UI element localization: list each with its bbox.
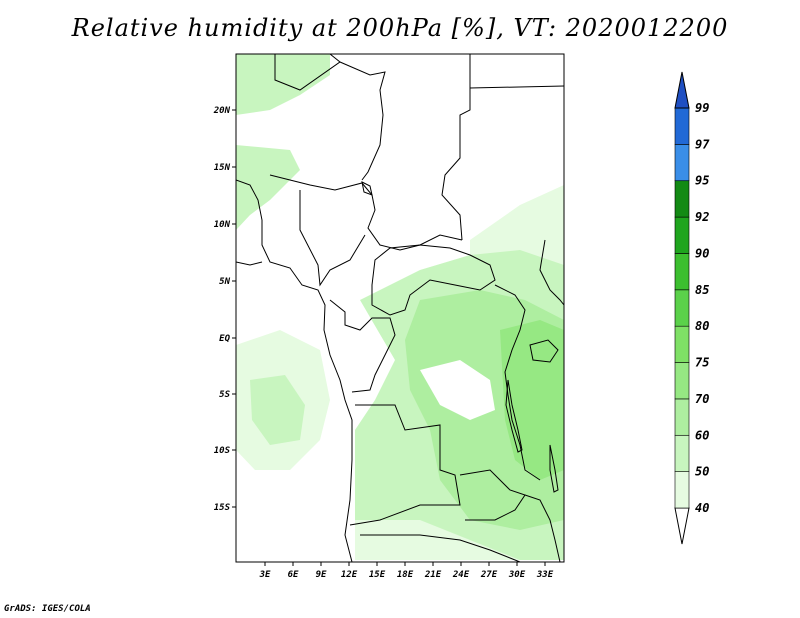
colorbar-box	[674, 325, 690, 363]
colorbar-upper-extension	[674, 71, 690, 109]
lat-tick-eq: EQ	[219, 334, 230, 344]
colorbar-label: 40	[695, 501, 709, 515]
humidity-patch-southwest-ocean-mid	[250, 375, 305, 445]
border-drc-east	[494, 284, 541, 481]
colorbar-label: 80	[695, 319, 709, 333]
lat-tick-15n: 15N	[214, 163, 231, 173]
lon-tick-6e: 6E	[288, 570, 299, 580]
lon-tick-24e: 24E	[452, 570, 470, 580]
lat-tick-5n: 5N	[219, 277, 230, 287]
chart-title: Relative humidity at 200hPa [%], VT: 202…	[71, 14, 729, 42]
lake-chad	[361, 181, 373, 196]
colorbar-label: 70	[695, 392, 709, 406]
colorbar-label: 92	[695, 210, 709, 224]
colorbar-box	[674, 434, 690, 472]
lat-tick-15s: 15S	[214, 503, 231, 513]
lon-tick-21e: 21E	[424, 570, 442, 580]
coastline-west-africa	[236, 179, 353, 562]
humidity-patch-nw	[236, 54, 330, 115]
border-east	[539, 239, 564, 306]
colorbar-label: 97	[695, 137, 710, 151]
map-frame	[235, 53, 565, 563]
colorbar-box	[674, 107, 690, 145]
border-north-2	[329, 54, 341, 63]
lon-tick-27e: 27E	[480, 570, 498, 580]
longitude-axis: 3E 6E 9E 12E 15E 18E 21E 24E 27E 30E 33E	[259, 562, 554, 580]
colorbar-box	[674, 144, 690, 182]
lon-tick-3e: 3E	[259, 570, 271, 580]
colorbar-label: 99	[695, 101, 709, 115]
footer-credit: GrADS: IGES/COLA	[4, 604, 91, 614]
coastline-gulf-guinea	[236, 261, 263, 266]
lon-tick-15e: 15E	[369, 570, 386, 580]
colorbar-box	[674, 216, 690, 254]
humidity-patch-west-coast	[236, 145, 300, 230]
lake-tanganyika	[505, 379, 523, 453]
border-mozambique	[524, 494, 561, 562]
colorbar-box	[674, 253, 690, 291]
colorbar-box	[674, 362, 690, 400]
lake-malawi	[549, 444, 559, 493]
border-north-1	[274, 54, 386, 181]
border-cameroon-gabon	[329, 299, 396, 393]
border-egypt-sudan	[469, 85, 564, 89]
colorbar-box	[674, 289, 690, 327]
lake-victoria	[529, 339, 559, 363]
lat-tick-10n: 10N	[214, 220, 231, 230]
humidity-patch-east	[500, 320, 564, 480]
border-car	[371, 244, 496, 316]
lon-tick-9e: 9E	[316, 570, 327, 580]
lat-tick-10s: 10S	[214, 446, 231, 456]
colorbar: 40 50 60 70 75 80 85 90 92 95 97 99	[674, 71, 710, 545]
border-nigeria	[299, 190, 366, 287]
border-south	[360, 534, 521, 562]
colorbar-label: 60	[695, 428, 709, 442]
colorbar-box	[674, 180, 690, 218]
humidity-shading	[236, 54, 564, 560]
humidity-patch-dry-hole	[420, 360, 495, 420]
lon-tick-30e: 30E	[508, 570, 526, 580]
latitude-axis: 20N 15N 10N 5N EQ 5S 10S 15S	[213, 106, 236, 513]
colorbar-label: 50	[695, 465, 709, 479]
humidity-patch-south	[355, 520, 520, 560]
colorbar-label: 95	[695, 174, 709, 188]
colorbar-label: 90	[695, 246, 709, 260]
lat-tick-20n: 20N	[213, 106, 231, 116]
lon-tick-33e: 33E	[536, 570, 554, 580]
lakes	[361, 181, 559, 493]
lon-tick-12e: 12E	[341, 570, 358, 580]
border-angola	[349, 404, 461, 526]
country-borders	[236, 54, 564, 562]
colorbar-lower-extension	[674, 507, 690, 545]
border-sahel	[269, 174, 463, 251]
colorbar-label: 75	[695, 356, 709, 370]
lon-tick-18e: 18E	[397, 570, 414, 580]
lat-tick-5s: 5S	[219, 390, 230, 400]
colorbar-box	[674, 398, 690, 436]
border-libya-egypt	[441, 54, 471, 241]
colorbar-label: 85	[695, 283, 709, 297]
colorbar-box	[674, 471, 690, 509]
